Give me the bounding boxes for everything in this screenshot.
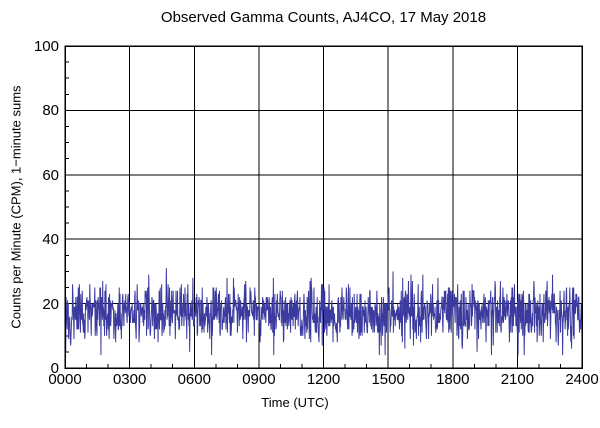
x-tick-label: 0900 bbox=[242, 371, 276, 388]
x-tick-label: 0600 bbox=[177, 371, 211, 388]
chart-title: Observed Gamma Counts, AJ4CO, 17 May 201… bbox=[160, 9, 487, 26]
data-series-line bbox=[64, 268, 583, 356]
plot-border bbox=[64, 45, 583, 369]
x-tick-label: 2400 bbox=[565, 371, 599, 388]
x-tick-label: 0300 bbox=[112, 371, 147, 388]
x-tick-label: 1500 bbox=[371, 371, 405, 388]
y-tick-label: 80 bbox=[42, 102, 59, 120]
x-tick-label: 1800 bbox=[436, 371, 470, 388]
y-tick-label: 60 bbox=[42, 166, 59, 184]
y-tick-label: 0 bbox=[50, 360, 59, 377]
x-axis-title: Time (UTC) bbox=[261, 395, 329, 410]
x-tick-label: 1200 bbox=[306, 371, 341, 388]
x-tick-label: 0000 bbox=[48, 371, 82, 388]
y-tick-label: 100 bbox=[33, 38, 59, 55]
y-tick-label: 20 bbox=[42, 295, 59, 313]
y-tick-label: 40 bbox=[42, 231, 59, 249]
x-tick-label: 2100 bbox=[500, 371, 535, 388]
